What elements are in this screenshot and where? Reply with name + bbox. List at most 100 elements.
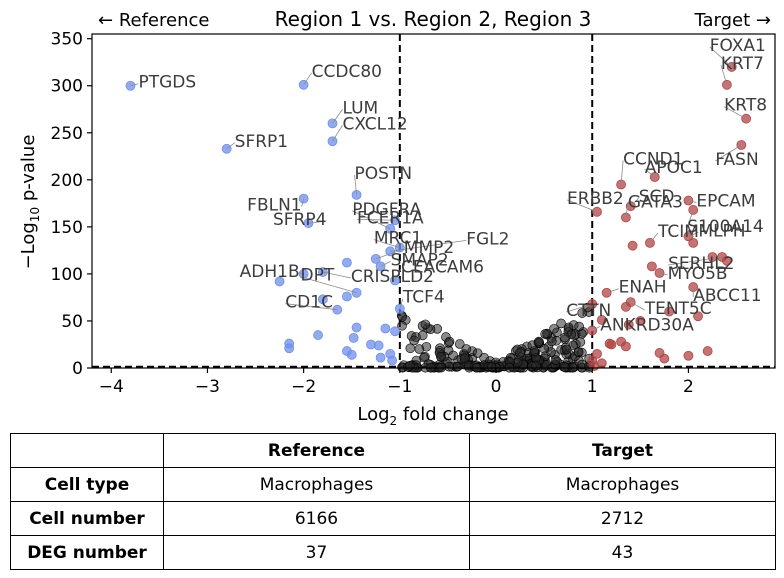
gene-label-postn: POSTN: [355, 164, 413, 184]
x-tick-label: −1: [387, 377, 412, 397]
gene-label-connector: [630, 301, 645, 311]
cell-type-reference: Macrophages: [163, 467, 470, 502]
reference-point: [348, 332, 359, 343]
gene-label-tent5c: TENT5C: [644, 299, 712, 319]
reference-point: [346, 349, 357, 360]
gene-label-apoc1: APOC1: [645, 158, 703, 178]
background-point: [556, 318, 566, 329]
background-point: [515, 347, 525, 358]
gene-label-connector: [686, 209, 694, 229]
plot-frame: [91, 33, 776, 369]
gene-label-adh1b: ADH1B: [240, 262, 300, 282]
background-point: [574, 321, 584, 332]
reference-point: [375, 352, 386, 363]
gene-label-connector: [399, 298, 404, 309]
gene-label-connector: [630, 197, 639, 207]
gene-label-connector: [592, 326, 601, 331]
gene-label-mrc1: MRC1: [374, 229, 422, 249]
svg-text:−Log10 p-value: −Log10 p-value: [18, 135, 42, 270]
gene-label-scd: SCD: [639, 187, 675, 207]
gene-label-ccdc80: CCDC80: [312, 62, 382, 82]
reference-point: [373, 340, 384, 351]
background-point: [550, 355, 561, 365]
background-point: [549, 323, 559, 334]
gene-label-connector: [620, 160, 624, 185]
reference-point: [284, 343, 295, 354]
background-point: [436, 351, 446, 362]
target-point: [722, 255, 732, 266]
background-point: [540, 329, 550, 339]
y-tick-label: 50: [61, 312, 83, 332]
gene-label-connector: [308, 220, 327, 224]
x-axis-title: Log2 fold change: [357, 404, 508, 428]
svg-text:Log2 fold change: Log2 fold change: [357, 404, 508, 428]
gene-label-connector: [300, 276, 357, 294]
gene-label-connector: [566, 303, 593, 313]
row-label-deg-number: DEG number: [10, 535, 164, 570]
gene-label-epcam: EPCAM: [696, 192, 755, 212]
gene-label-connector: [285, 303, 338, 311]
gene-label-connector: [709, 46, 732, 68]
gene-label-crispld2: CRISPLD2: [351, 267, 434, 287]
deg-number-reference: 37: [163, 535, 470, 570]
gene-label-krt8: KRT8: [724, 96, 767, 116]
gene-label-connector: [659, 272, 668, 276]
gene-label-connector: [606, 288, 619, 294]
reference-point: [274, 276, 285, 287]
gene-label-connector: [375, 248, 404, 260]
background-point: [573, 347, 584, 357]
reference-point: [317, 294, 328, 305]
background-point: [444, 336, 455, 347]
background-point: [561, 344, 572, 355]
table-header-row: Reference Target: [10, 433, 776, 468]
gene-label-connector: [723, 106, 747, 120]
table-row: Cell number 6166 2712: [10, 501, 776, 536]
background-point: [560, 332, 570, 343]
background-point: [534, 336, 544, 347]
target-point: [596, 315, 607, 325]
gene-label-connector: [322, 271, 351, 279]
gene-label-cttn: CTTN: [566, 301, 611, 321]
target-point: [620, 341, 631, 352]
background-point: [472, 348, 483, 358]
gene-label-foxa1: FOXA1: [710, 36, 766, 56]
background-point: [454, 339, 465, 349]
background-point: [409, 335, 419, 346]
row-label-cell-number: Cell number: [10, 501, 164, 536]
x-tick-label: 2: [683, 377, 694, 397]
row-label-cell-type: Cell type: [10, 467, 164, 502]
x-tick-label: −4: [99, 377, 124, 397]
target-point: [604, 338, 615, 349]
gene-label-connector: [566, 199, 598, 213]
table-row: Cell type Macrophages Macrophages: [10, 467, 776, 502]
background-point: [414, 344, 425, 354]
y-axis-title: −Log10 p-value: [18, 135, 42, 270]
comparison-table: Reference Target Cell type Macrophages M…: [10, 433, 776, 570]
target-point: [620, 301, 631, 312]
target-point: [623, 319, 634, 330]
background-point: [577, 308, 588, 318]
table-header-target: Target: [469, 433, 776, 468]
target-point: [646, 261, 657, 272]
gene-label-connector: [688, 231, 699, 237]
background-point: [529, 346, 540, 356]
target-point: [688, 237, 699, 248]
gene-label-ceacam6: CEACAM6: [401, 258, 484, 278]
gene-label-connector: [644, 168, 656, 178]
gene-label-dpt: DPT: [301, 266, 335, 286]
gene-label-smap2: SMAP2: [391, 250, 449, 270]
target-point: [707, 252, 718, 262]
background-point: [397, 320, 407, 331]
x-tick-label: 0: [491, 377, 502, 397]
gene-label-connector: [688, 200, 697, 203]
background-point: [420, 319, 431, 330]
gene-label-cd1c: CD1C: [285, 293, 333, 313]
gene-label-connector: [354, 174, 357, 195]
background-point: [546, 336, 557, 347]
y-tick-label: 150: [51, 218, 83, 238]
cell-type-target: Macrophages: [469, 467, 776, 502]
y-tick-label: 100: [51, 265, 83, 285]
gene-label-tcf4: TCF4: [402, 288, 445, 308]
gene-label-fcer1a: FCER1A: [357, 208, 424, 228]
